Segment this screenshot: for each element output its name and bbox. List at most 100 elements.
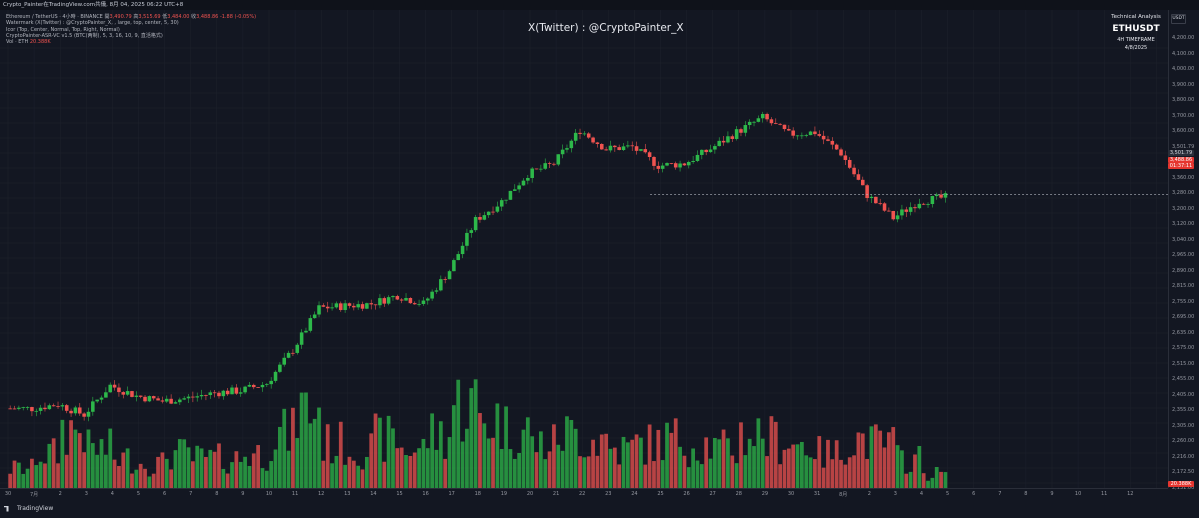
legend-symbol-line[interactable]: Ethereum / TetherUS · 4小時 · BINANCE 開3,4…	[6, 14, 256, 20]
volume-bar	[217, 443, 221, 488]
volume-bar	[278, 426, 282, 488]
candle-body	[447, 271, 452, 280]
volume-bar	[552, 424, 556, 488]
price-tick-label: 2,755.00	[1172, 298, 1195, 305]
candle-body	[787, 129, 791, 131]
price-tick-label: 2,965.00	[1172, 252, 1195, 259]
time-tick-label: 6	[163, 491, 167, 497]
legend-volume-line[interactable]: Vol · ETH 20.388K	[6, 39, 256, 45]
candle-body	[499, 200, 504, 207]
volume-bar	[643, 464, 648, 488]
candle-body	[25, 407, 30, 408]
candle-body	[547, 163, 552, 164]
candle-body	[143, 396, 147, 402]
volume-bar	[21, 473, 26, 488]
volume-bar	[491, 437, 495, 488]
candlestick-chart[interactable]	[0, 10, 1168, 488]
volume-bar	[452, 405, 456, 488]
candle-body	[560, 149, 565, 155]
time-tick-label: 4	[919, 491, 924, 497]
volume-bar	[438, 421, 443, 488]
footer-bar: TradingView	[0, 500, 1199, 518]
price-tick-label: 2,890.00	[1172, 267, 1195, 274]
price-tick-label: 4,000.00	[1172, 66, 1195, 73]
volume-bar	[77, 433, 82, 488]
volume-bar	[599, 434, 604, 488]
candle-body	[895, 215, 900, 220]
candle-body	[647, 152, 652, 158]
price-tick-label: 3,120.00	[1172, 221, 1195, 228]
candle-body	[878, 203, 882, 205]
candle-body	[230, 387, 234, 395]
candle-body	[760, 113, 765, 119]
candle-body	[530, 168, 534, 178]
candle-body	[695, 154, 700, 161]
volume-bar	[225, 473, 230, 488]
volume-bar	[887, 432, 891, 488]
candle-body	[913, 207, 917, 209]
candle-body	[125, 391, 130, 395]
candle-body	[847, 159, 852, 168]
candle-body	[99, 397, 104, 400]
legend-volume-value: 20.388K	[29, 39, 51, 46]
candle-body	[112, 384, 117, 388]
candle-body	[539, 168, 543, 170]
candle-body	[630, 145, 634, 147]
volume-bar	[852, 455, 856, 488]
volume-bar	[404, 455, 408, 488]
volume-bar	[826, 439, 830, 488]
volume-bar	[508, 449, 513, 488]
candle-body	[830, 140, 835, 145]
time-axis[interactable]	[0, 488, 1168, 501]
legend-watermark-line[interactable]: Watermark (X(Twitter) : @CryptoPainter_X…	[6, 20, 179, 27]
volume-bar	[330, 463, 334, 488]
ta-symbol: ETHUSDT	[1112, 24, 1160, 34]
ta-heading: Technical Analysis	[1111, 14, 1161, 20]
volume-bar	[926, 480, 930, 488]
volume-bar	[878, 430, 883, 488]
volume-bar	[569, 419, 574, 488]
candle-body	[12, 408, 17, 410]
volume-bar	[208, 449, 213, 488]
time-tick-label: 7	[998, 491, 1002, 497]
time-tick-label: 8月	[839, 492, 848, 498]
time-tick-label: 22	[579, 491, 586, 497]
volume-bar	[556, 444, 561, 488]
price-axis[interactable]	[1168, 10, 1199, 488]
volume-bar	[582, 457, 587, 488]
candle-body	[265, 384, 269, 385]
legend-settings-line[interactable]: Icor (Top, Center, Normal, Top, Right, N…	[6, 26, 120, 33]
volume-bar	[595, 455, 600, 488]
volume-bar	[273, 449, 278, 488]
legend-volume-label: Vol · ETH	[6, 39, 29, 46]
volume-bar	[25, 468, 30, 488]
candle-body	[312, 314, 317, 319]
price-tick-label: 2,695.00	[1172, 314, 1195, 321]
legend-indicator-line[interactable]: CryptoPainter-ASR-VC v1.5 (BTC(两制), 5, 3…	[6, 32, 163, 39]
tradingview-logo[interactable]: TradingView	[4, 505, 53, 512]
chart-area[interactable]	[0, 10, 1168, 488]
candle-body	[430, 291, 434, 299]
candle-body	[439, 279, 443, 291]
candle-body	[47, 405, 52, 410]
candle-body	[495, 206, 500, 212]
volume-bar	[621, 436, 626, 488]
candle-body	[578, 132, 582, 134]
volume-bar	[73, 429, 78, 488]
candle-body	[595, 142, 600, 144]
candle-body	[543, 163, 547, 169]
volume-bar	[417, 448, 421, 488]
candle-body	[282, 357, 286, 365]
candle-body	[865, 185, 869, 199]
currency-badge[interactable]: USDT	[1171, 14, 1186, 24]
volume-bar	[256, 445, 260, 488]
legend-close: 3,488.86	[196, 14, 219, 20]
volume-bar	[191, 461, 195, 488]
candle-body	[513, 189, 517, 191]
time-tick-label: 19	[500, 491, 508, 497]
time-tick-label: 25	[657, 491, 664, 497]
candle-body	[86, 411, 91, 417]
time-tick-label: 5	[946, 491, 950, 497]
candle-body	[821, 135, 826, 140]
candle-body	[208, 392, 213, 396]
